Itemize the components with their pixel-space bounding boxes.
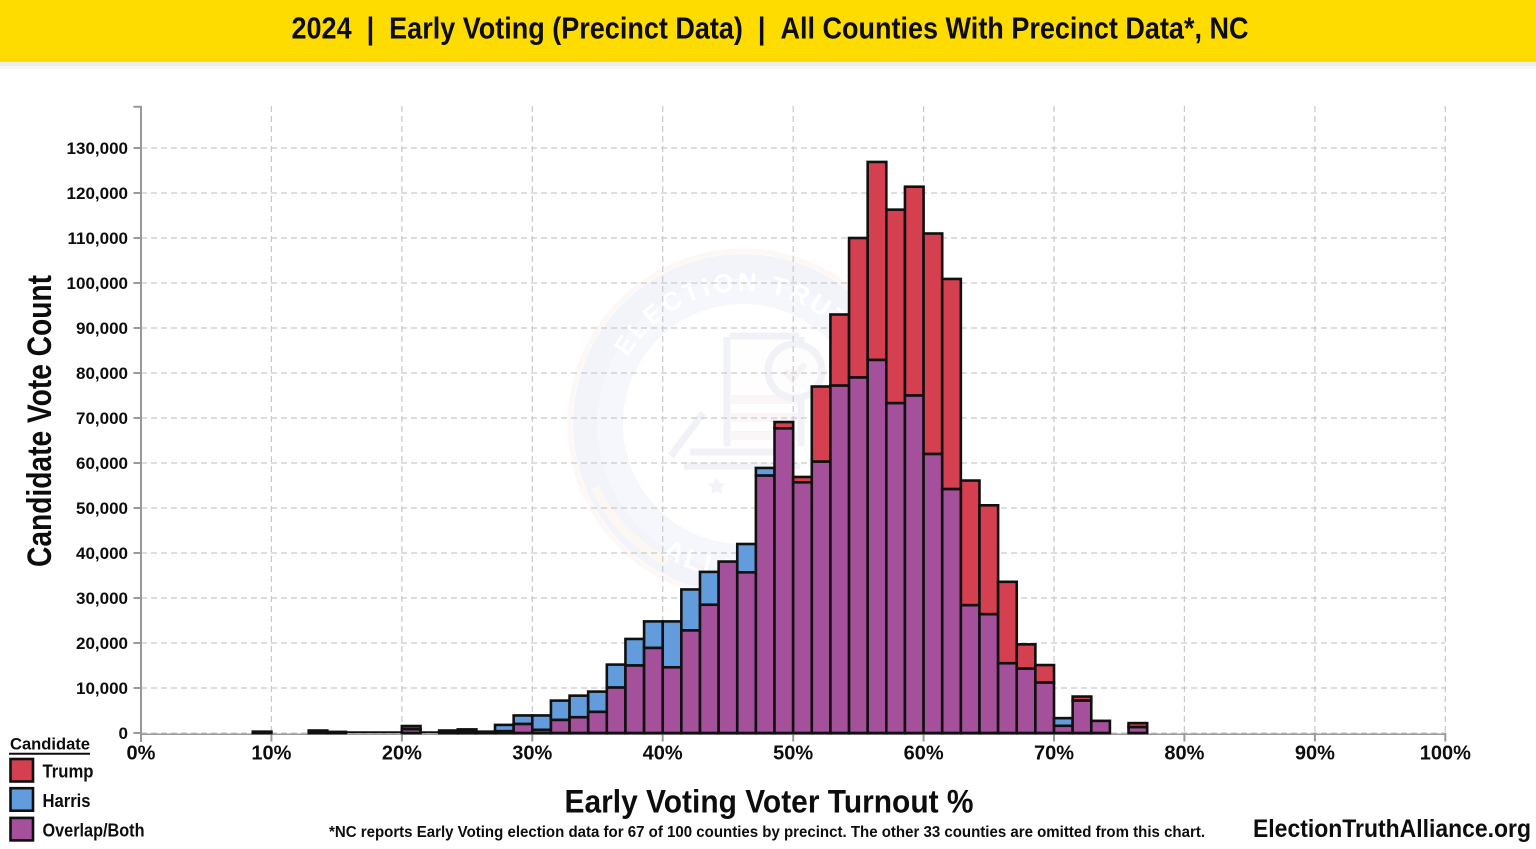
svg-text:ElectionTruthAlliance.org: ElectionTruthAlliance.org [1253, 815, 1531, 843]
svg-text:Candidate Vote Count: Candidate Vote Count [21, 275, 59, 567]
svg-text:0: 0 [119, 724, 128, 743]
svg-text:70,000: 70,000 [76, 409, 128, 428]
svg-text:Trump: Trump [43, 762, 94, 782]
svg-text:Harris: Harris [43, 791, 91, 811]
svg-text:50,000: 50,000 [76, 499, 128, 518]
svg-text:Overlap/Both: Overlap/Both [43, 821, 145, 841]
svg-text:130,000: 130,000 [67, 139, 128, 158]
svg-text:90,000: 90,000 [76, 319, 128, 338]
svg-text:60,000: 60,000 [76, 454, 128, 473]
svg-text:10%: 10% [251, 743, 291, 765]
svg-text:60%: 60% [904, 743, 944, 765]
svg-text:40%: 40% [643, 743, 683, 765]
svg-text:100,000: 100,000 [67, 274, 128, 293]
svg-text:80,000: 80,000 [76, 364, 128, 383]
svg-text:40,000: 40,000 [76, 544, 128, 563]
svg-text:50%: 50% [773, 743, 813, 765]
svg-text:2024 | Early Voting (Precinc: 2024 | Early Voting (Precinct Data) | Al… [292, 11, 1249, 46]
svg-text:70%: 70% [1034, 743, 1074, 765]
svg-text:20%: 20% [382, 743, 422, 765]
svg-text:110,000: 110,000 [67, 229, 128, 248]
svg-text:*NC reports Early Voting elect: *NC reports Early Voting election data f… [329, 824, 1205, 841]
svg-text:90%: 90% [1295, 743, 1335, 765]
svg-text:100%: 100% [1420, 743, 1471, 765]
svg-text:80%: 80% [1164, 743, 1204, 765]
svg-text:Candidate: Candidate [10, 735, 90, 754]
svg-text:20,000: 20,000 [76, 634, 128, 653]
svg-text:10,000: 10,000 [76, 679, 128, 698]
svg-text:120,000: 120,000 [67, 184, 128, 203]
svg-text:30%: 30% [512, 743, 552, 765]
svg-text:0%: 0% [127, 743, 156, 765]
svg-text:Early Voting Voter Turnout %: Early Voting Voter Turnout % [565, 784, 974, 820]
svg-text:30,000: 30,000 [76, 589, 128, 608]
